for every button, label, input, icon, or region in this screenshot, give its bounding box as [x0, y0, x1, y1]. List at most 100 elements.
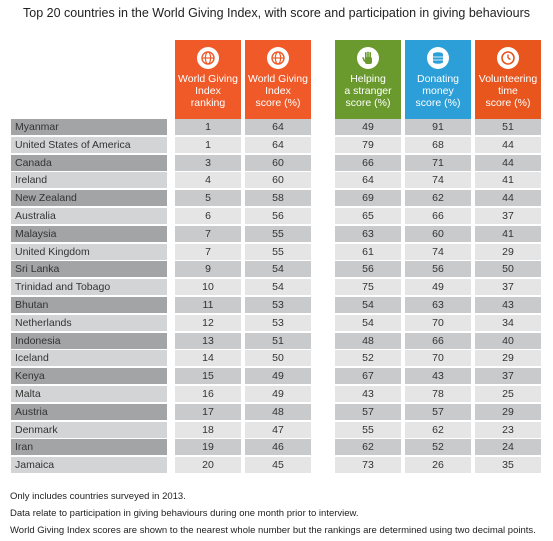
volunteering-cell: 34: [475, 314, 541, 331]
volunteering-cell: 24: [475, 439, 541, 456]
column-header-label: Volunteering time score (%): [478, 73, 538, 109]
donating-cell: 26: [405, 457, 471, 474]
table-row: United States of America 1 64 79 68 44: [11, 136, 547, 154]
donating-cell: 78: [405, 386, 471, 402]
column-header-label: World Giving Index score (%): [248, 73, 308, 109]
ranking-cell: 3: [175, 154, 241, 171]
donating-cell: 74: [405, 172, 471, 189]
score-cell: 47: [245, 421, 311, 438]
header-icon-badge: [357, 47, 379, 69]
ranking-cell: 6: [175, 208, 241, 224]
table-row: Austria 17 48 57 57 29: [11, 403, 547, 421]
helping-cell: 55: [335, 421, 401, 438]
score-cell: 45: [245, 457, 311, 474]
donating-cell: 60: [405, 225, 471, 242]
donating-cell: 70: [405, 350, 471, 367]
helping-cell: 57: [335, 403, 401, 420]
helping-cell: 56: [335, 261, 401, 278]
header-icon-badge: [427, 47, 449, 69]
ranking-cell: 20: [175, 457, 241, 474]
ranking-cell: 18: [175, 421, 241, 438]
score-cell: 64: [245, 119, 311, 135]
column-header-5: Volunteering time score (%): [475, 40, 541, 119]
table-row: Malta 16 49 43 78 25: [11, 386, 547, 403]
column-header-label: World Giving Index ranking: [178, 73, 238, 109]
volunteering-cell: 41: [475, 172, 541, 189]
score-cell: 58: [245, 190, 311, 207]
volunteering-cell: 37: [475, 279, 541, 296]
ranking-cell: 11: [175, 297, 241, 313]
donating-cell: 43: [405, 368, 471, 385]
country-cell: Malta: [11, 386, 167, 402]
helping-cell: 79: [335, 136, 401, 153]
column-header-label: Helping a stranger score (%): [344, 73, 392, 109]
volunteering-cell: 51: [475, 119, 541, 135]
country-cell: Canada: [11, 154, 167, 171]
score-cell: 55: [245, 243, 311, 260]
volunteering-cell: 44: [475, 136, 541, 153]
helping-cell: 48: [335, 332, 401, 349]
coins-icon: [433, 52, 443, 64]
footnote-2: Data relate to participation in giving b…: [10, 508, 359, 519]
table-row: Ireland 4 60 64 74 41: [11, 172, 547, 189]
score-cell: 53: [245, 314, 311, 331]
score-cell: 51: [245, 332, 311, 349]
country-cell: Myanmar: [11, 119, 167, 135]
score-cell: 49: [245, 386, 311, 402]
country-cell: Kenya: [11, 368, 167, 385]
country-cell: Ireland: [11, 172, 167, 189]
ranking-cell: 12: [175, 314, 241, 331]
score-cell: 48: [245, 403, 311, 420]
helping-cell: 63: [335, 225, 401, 242]
table-row: Sri Lanka 9 54 56 56 50: [11, 261, 547, 278]
volunteering-cell: 44: [475, 154, 541, 171]
ranking-cell: 19: [175, 439, 241, 456]
country-cell: Indonesia: [11, 332, 167, 349]
table-row: Malaysia 7 55 63 60 41: [11, 225, 547, 243]
helping-cell: 49: [335, 119, 401, 135]
donating-cell: 68: [405, 136, 471, 153]
table-row: Jamaica 20 45 73 26 35: [11, 457, 547, 474]
helping-cell: 61: [335, 243, 401, 260]
helping-cell: 62: [335, 439, 401, 456]
column-header-2: World Giving Index score (%): [245, 40, 311, 119]
volunteering-cell: 44: [475, 190, 541, 207]
donating-cell: 62: [405, 421, 471, 438]
ranking-cell: 7: [175, 243, 241, 260]
score-cell: 46: [245, 439, 311, 456]
ranking-cell: 15: [175, 368, 241, 385]
ranking-cell: 1: [175, 119, 241, 135]
table-row: Indonesia 13 51 48 66 40: [11, 332, 547, 350]
score-cell: 60: [245, 172, 311, 189]
ranking-cell: 4: [175, 172, 241, 189]
globe-icon: [201, 51, 215, 65]
ranking-cell: 13: [175, 332, 241, 349]
country-cell: Malaysia: [11, 225, 167, 242]
donating-cell: 57: [405, 403, 471, 420]
helping-cell: 64: [335, 172, 401, 189]
table-row: Iran 19 46 62 52 24: [11, 439, 547, 456]
table-row: Kenya 15 49 67 43 37: [11, 368, 547, 385]
helping-cell: 69: [335, 190, 401, 207]
country-cell: Bhutan: [11, 297, 167, 313]
donating-cell: 62: [405, 190, 471, 207]
table-row: Myanmar 1 64 49 91 51: [11, 119, 547, 136]
country-cell: Denmark: [11, 421, 167, 438]
ranking-cell: 10: [175, 279, 241, 296]
country-cell: Netherlands: [11, 314, 167, 331]
score-cell: 53: [245, 297, 311, 313]
country-cell: Iran: [11, 439, 167, 456]
country-cell: Australia: [11, 208, 167, 224]
helping-cell: 54: [335, 297, 401, 313]
country-cell: Sri Lanka: [11, 261, 167, 278]
volunteering-cell: 29: [475, 403, 541, 420]
score-cell: 49: [245, 368, 311, 385]
header-icon-badge: [497, 47, 519, 69]
country-cell: Jamaica: [11, 457, 167, 474]
helping-cell: 54: [335, 314, 401, 331]
helping-cell: 43: [335, 386, 401, 402]
helping-cell: 67: [335, 368, 401, 385]
helping-cell: 75: [335, 279, 401, 296]
column-header-label: Donating money score (%): [415, 73, 461, 109]
country-cell: Austria: [11, 403, 167, 420]
